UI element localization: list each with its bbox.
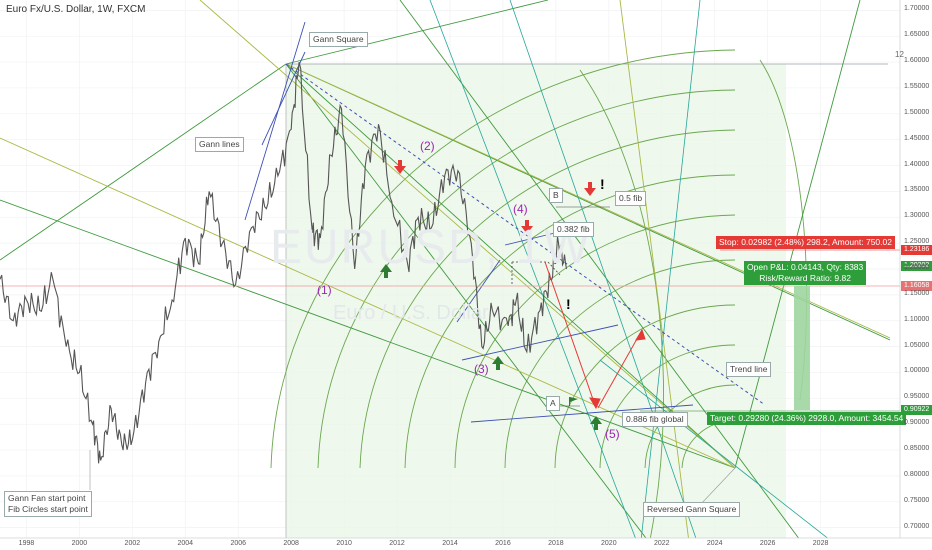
x-tick-label: 2028 [812, 540, 829, 547]
watermark-symbol: EURUSD, 1W [270, 221, 592, 274]
trend-line [285, 63, 766, 406]
wave-3: (3) [474, 362, 489, 376]
label-fib-0382: 0.382 fib [553, 222, 594, 237]
open-pnl: Open P&L: 0.04143, Qty: 8383 [747, 262, 864, 272]
x-tick-label: 2004 [177, 540, 194, 547]
target-zone [794, 286, 810, 410]
x-tick-label: 2002 [124, 540, 141, 547]
y-tick-label: 1.00000 [904, 367, 930, 375]
x-tick-label: 2024 [706, 540, 723, 547]
label-reversed-square: Reversed Gann Square [643, 502, 741, 517]
y-tick-label: 0.80000 [904, 470, 930, 478]
wave-5: (5) [605, 427, 620, 441]
label-trend-line: Trend line [726, 362, 772, 377]
y-tick-label: 0.90000 [904, 419, 930, 427]
price-tag-current: 1.20202 [901, 261, 932, 271]
projection [511, 261, 561, 286]
x-tick-label: 2016 [495, 540, 511, 547]
pnl-label: Open P&L: 0.04143, Qty: 8383 Risk/Reward… [744, 261, 867, 285]
watermark-name: Euro / U.S. Dollar [333, 302, 489, 324]
x-tick-label: 2026 [759, 540, 776, 547]
label-fan-start: Gann Fan start point Fib Circles start p… [4, 491, 92, 517]
exclamation-2: ! [566, 296, 571, 312]
label-box-a: A [546, 396, 560, 411]
wave-2: (2) [420, 139, 435, 153]
label-gann-square: Gann Square [309, 32, 368, 47]
price-tag-stop: 1.23186 [901, 245, 932, 255]
label-gann-lines: Gann lines [195, 137, 244, 152]
y-tick-label: 1.25000 [904, 238, 930, 246]
top-right-number: 12 [895, 50, 904, 59]
risk-reward: Risk/Reward Ratio: 9.82 [759, 273, 851, 283]
reversed-leader [699, 467, 736, 506]
label-fib-05: 0.5 fib [615, 191, 647, 206]
y-tick-label: 0.75000 [904, 496, 930, 504]
x-tick-label: 2000 [71, 540, 88, 547]
label-fan-start-2: Fib Circles start point [8, 504, 88, 514]
x-tick-label: 2006 [230, 540, 247, 547]
up-arrows [380, 264, 602, 430]
price-series [0, 61, 568, 464]
down-arrows [394, 160, 596, 234]
x-tick-label: 2022 [653, 540, 670, 547]
x-tick-label: 2010 [336, 540, 352, 547]
wave-1: (1) [317, 283, 332, 297]
price-tag-target: 0.90922 [901, 405, 932, 415]
y-tick-label: 1.05000 [904, 341, 930, 349]
y-tick-label: 0.85000 [904, 445, 930, 453]
y-tick-label: 1.70000 [904, 5, 930, 13]
forecast-arrows [544, 261, 646, 410]
y-tick-label: 1.40000 [904, 160, 930, 168]
y-tick-label: 1.65000 [904, 31, 930, 39]
gann-square-area [286, 64, 786, 538]
x-tick-label: 1998 [18, 540, 35, 547]
blue-lines [244, 21, 694, 423]
target-label: Target: 0.29280 (24.36%) 2928.0, Amount:… [707, 412, 907, 425]
wave-4: (4) [513, 202, 528, 216]
x-tick-label: 2008 [283, 540, 299, 547]
label-fib-0886: 0.886 fib global [622, 412, 688, 427]
exclamation-1: ! [600, 176, 605, 192]
y-tick-label: 1.60000 [904, 57, 930, 65]
label-box-b: B [549, 188, 563, 203]
chart-title: Euro Fx/U.S. Dollar, 1W, FXCM [6, 4, 146, 15]
teal-lines [429, 0, 829, 538]
y-tick-label: 1.10000 [904, 315, 930, 323]
y-tick-label: 0.70000 [904, 522, 930, 530]
y-tick-label: 1.30000 [904, 212, 930, 220]
x-tick-label: 2012 [389, 540, 405, 547]
label-fan-start-1: Gann Fan start point [8, 493, 86, 503]
y-tick-label: 1.45000 [904, 134, 930, 142]
price-tag-entry: 1.16058 [901, 281, 932, 291]
y-tick-label: 1.20000 [904, 264, 930, 271]
y-tick-label: 0.95000 [904, 393, 930, 401]
x-tick-label: 2018 [548, 540, 564, 547]
y-tick-label: 1.15000 [904, 289, 930, 297]
stop-label: Stop: 0.02982 (2.48%) 298.2, Amount: 750… [716, 236, 895, 249]
x-tick-label: 2020 [601, 540, 617, 547]
y-tick-label: 1.50000 [904, 108, 930, 116]
x-tick-label: 2014 [442, 540, 458, 547]
y-tick-label: 1.55000 [904, 82, 930, 90]
flag-marker [569, 397, 578, 406]
y-tick-label: 1.35000 [904, 186, 930, 194]
